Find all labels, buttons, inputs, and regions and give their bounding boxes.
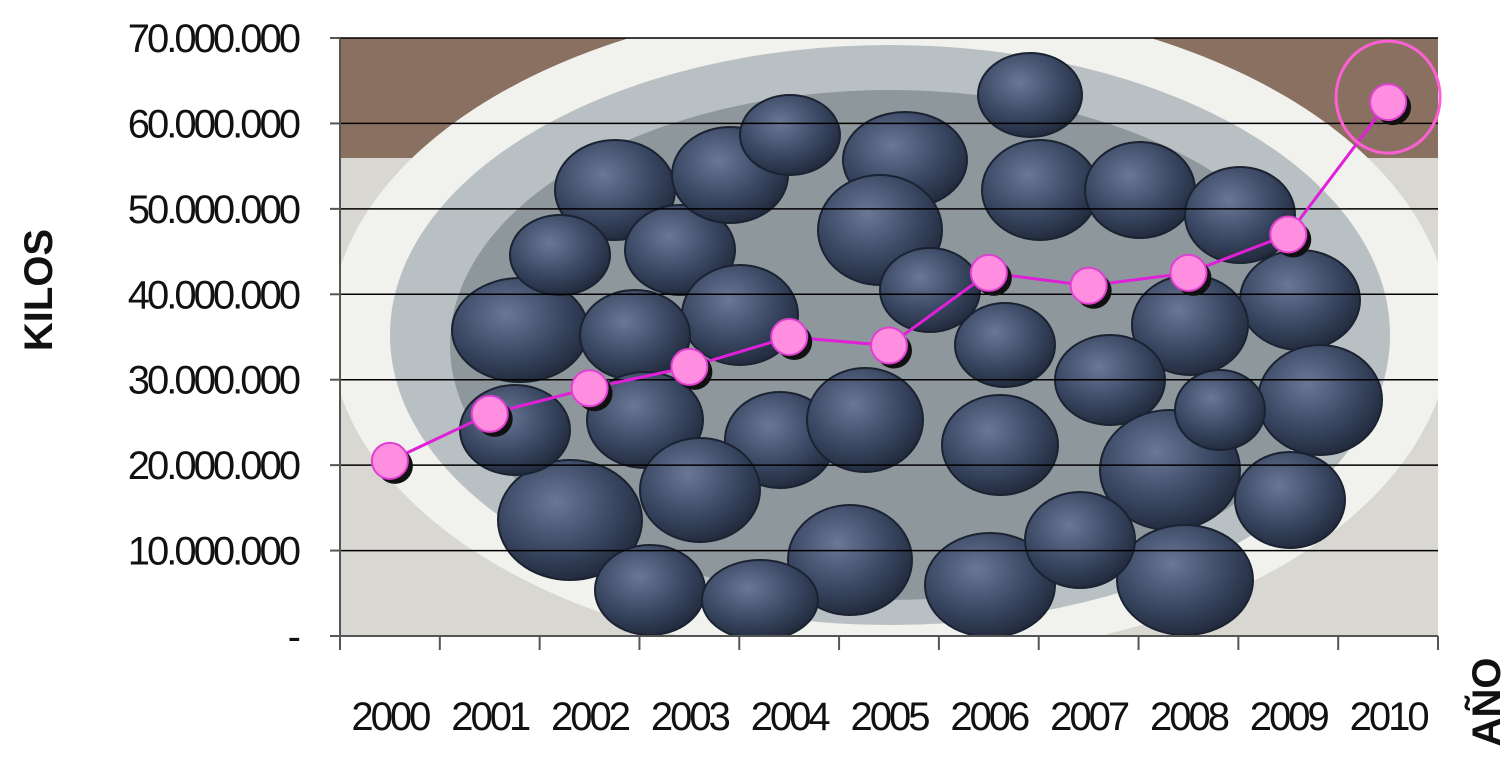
plum (739, 94, 841, 176)
series-kilos (370, 39, 1442, 484)
plum (1116, 524, 1254, 636)
x-tick-label: 2005 (851, 695, 930, 739)
data-point (1169, 253, 1208, 292)
y-tick-label: 10.000.000 (128, 530, 300, 574)
plum (954, 302, 1056, 388)
plum (1174, 369, 1266, 451)
y-tick-labels: - 10.000.000 20.000.000 30.000.000 40.000.00… (128, 17, 303, 659)
y-tick-label: - (288, 615, 300, 659)
data-point (670, 347, 709, 386)
data-point (1369, 83, 1408, 122)
x-tick-label: 2010 (1350, 695, 1429, 739)
x-tick-label: 2001 (451, 695, 530, 739)
y-tick-label: 50.000.000 (128, 188, 300, 232)
data-point (969, 253, 1008, 292)
plum (509, 214, 611, 296)
plum (981, 139, 1099, 241)
x-tick-label: 2006 (950, 695, 1029, 739)
plum (941, 394, 1059, 496)
data-point (870, 326, 908, 365)
highlight-ring (1334, 39, 1442, 155)
x-tick-label: 2009 (1250, 695, 1329, 739)
plum (787, 504, 913, 616)
x-tick-label: 2008 (1150, 695, 1229, 739)
plum (924, 532, 1056, 636)
plum (594, 544, 706, 636)
data-point (470, 394, 509, 433)
y-tick-label: 20.000.000 (128, 444, 300, 488)
data-point (370, 441, 409, 480)
plum (1239, 249, 1361, 351)
axes (330, 37, 1439, 650)
x-tick-label: 2003 (651, 695, 730, 739)
plum (977, 52, 1083, 138)
plum (639, 437, 761, 543)
y-tick-label: 60.000.000 (128, 102, 300, 146)
plum (1024, 491, 1136, 589)
y-tick-label: 40.000.000 (128, 273, 300, 317)
y-tick-label: 30.000.000 (128, 359, 300, 403)
y-tick-label: 70.000.000 (128, 17, 300, 61)
x-tick-label: 2004 (751, 695, 831, 739)
x-tick-label: 2007 (1050, 695, 1129, 739)
data-point (1269, 215, 1308, 254)
plum (701, 559, 819, 636)
plum (1234, 451, 1346, 549)
x-tick-labels: 2000 2001 2002 2003 2004 2005 2006 2007 2008 2009… (351, 695, 1431, 739)
plum (879, 247, 981, 333)
plum (1084, 141, 1196, 239)
x-tick-label: 2000 (351, 695, 430, 739)
data-point (770, 318, 809, 356)
data-point (570, 369, 609, 408)
x-axis-label: AÑO (1463, 658, 1509, 747)
plum (1184, 166, 1296, 264)
data-point (1069, 266, 1108, 305)
plum (806, 367, 924, 473)
x-tick-label: 2002 (551, 695, 630, 739)
y-axis-label: KILOS (17, 229, 61, 351)
grid-lines (340, 37, 1438, 552)
plum (1257, 344, 1383, 456)
